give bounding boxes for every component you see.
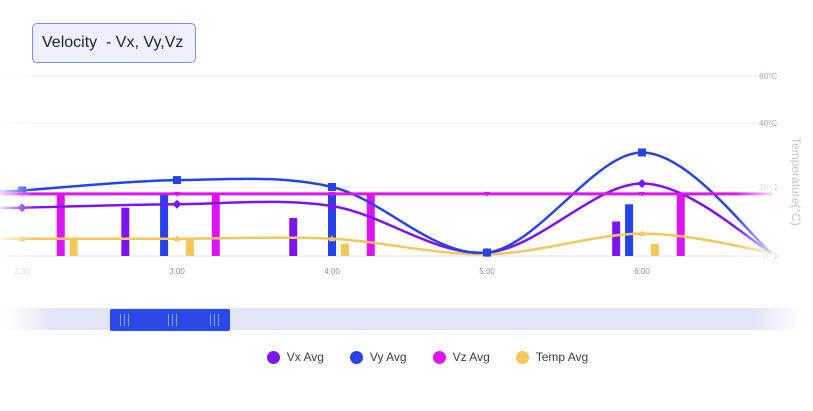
legend-item-vy[interactable]: Vy Avg	[349, 347, 407, 367]
bar-vy	[328, 193, 336, 256]
grip-line	[120, 314, 121, 326]
bar-vy	[625, 204, 634, 256]
zoom-slider-handle[interactable]	[110, 309, 230, 331]
grip-line	[128, 314, 129, 326]
x-tick-label: 3:00	[169, 267, 185, 276]
point-vy	[483, 248, 491, 257]
bar-vz	[676, 193, 685, 256]
grip-line	[214, 314, 215, 326]
grip-line	[168, 314, 169, 326]
point-vz	[173, 191, 181, 197]
legend-item-vx[interactable]: Vx Avg	[266, 347, 324, 367]
point-vx	[637, 179, 647, 189]
left-fade	[0, 70, 34, 280]
point-vx	[327, 201, 337, 211]
y-axis-title: Temperature(°C)	[789, 137, 803, 226]
point-temp	[173, 235, 181, 242]
grip-line	[210, 314, 211, 326]
x-tick-label: 4:00	[324, 267, 340, 276]
bar-vx	[121, 207, 130, 256]
point-temp	[328, 235, 336, 242]
point-vx	[172, 199, 182, 209]
y-tick-label: 80°C	[759, 72, 777, 81]
legend-dot-vy	[349, 350, 363, 364]
legend-item-temp[interactable]: Temp Avg	[515, 347, 589, 367]
y-tick-label: 40°C	[759, 119, 777, 128]
grip-line	[124, 314, 125, 326]
legend-label: Vx Avg	[286, 350, 324, 364]
legend-label: Vz Avg	[452, 350, 490, 364]
legend-dot-vx	[266, 350, 280, 364]
chart-legend: Vx Avg Vy Avg Vz Avg Temp Avg	[0, 347, 813, 367]
bar-temp	[69, 238, 78, 256]
bar-vz	[211, 193, 220, 256]
point-vy	[328, 183, 336, 191]
x-tick-label: 5:00	[479, 267, 495, 276]
right-fade	[735, 130, 775, 260]
bar-temp	[185, 238, 194, 256]
legend-label: Vy Avg	[369, 350, 407, 364]
x-tick-label: 6:00	[634, 267, 650, 276]
point-temp	[638, 230, 646, 237]
legend-item-vz[interactable]: Vz Avg	[432, 347, 490, 367]
grip-line	[176, 314, 177, 326]
point-vz	[328, 191, 336, 197]
legend-dot-temp	[515, 350, 529, 364]
point-vz	[483, 191, 491, 197]
grip-line	[172, 314, 173, 326]
grip-line	[218, 314, 219, 326]
bar-temp	[340, 243, 349, 256]
chart-title: Velocity - Vx, Vy,Vz	[32, 23, 196, 63]
bar-temp	[650, 243, 659, 256]
velocity-chart: 80°C40°C20°C0°CTemperature(°C)2:303:004:…	[0, 70, 803, 280]
legend-dot-vz	[432, 350, 446, 364]
bar-vz	[366, 193, 375, 256]
bar-vx	[612, 221, 621, 256]
point-vy	[173, 176, 181, 185]
point-vz	[638, 191, 646, 197]
bar-vy	[160, 193, 169, 256]
legend-label: Temp Avg	[535, 350, 589, 364]
bar-vz	[56, 193, 65, 256]
point-vy	[638, 148, 646, 157]
